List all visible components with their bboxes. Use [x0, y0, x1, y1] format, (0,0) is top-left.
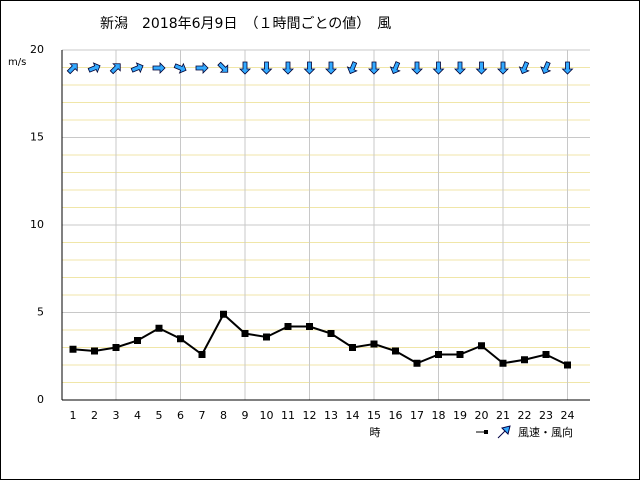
direction-arrow	[260, 61, 273, 75]
x-tick-label: 14	[346, 409, 360, 422]
direction-arrow	[475, 61, 488, 75]
x-tick-label: 16	[389, 409, 403, 422]
y-tick-label: 10	[30, 218, 44, 231]
speed-marker	[220, 310, 227, 318]
x-tick-label: 23	[539, 409, 553, 422]
speed-marker	[327, 330, 335, 337]
speed-marker	[564, 361, 571, 369]
direction-arrow	[282, 61, 294, 75]
x-tick-label: 13	[324, 409, 338, 422]
direction-arrow	[561, 61, 574, 75]
y-tick-label: 20	[30, 43, 44, 56]
direction-arrow	[325, 61, 337, 75]
legend-marker	[484, 430, 488, 434]
speed-marker	[155, 324, 163, 332]
speed-marker	[392, 347, 399, 355]
direction-arrow	[87, 62, 101, 74]
x-tick-label: 3	[113, 409, 120, 422]
direction-arrow	[109, 63, 121, 75]
x-tick-label: 2	[91, 409, 98, 422]
direction-arrow	[239, 61, 251, 75]
chart-title: 新潟 2018年6月9日 （１時間ごとの値） 風	[100, 16, 391, 32]
x-tick-label: 19	[453, 409, 467, 422]
legend-arrow	[497, 425, 511, 439]
legend: 風速・風向	[476, 425, 573, 439]
x-tick-label: 6	[177, 409, 184, 422]
speed-marker	[521, 356, 528, 364]
direction-arrow	[389, 61, 401, 75]
direction-arrow	[346, 61, 358, 75]
y-unit: m/s	[8, 57, 26, 68]
legend-label: 風速・風向	[518, 425, 573, 439]
direction-arrow	[303, 61, 316, 75]
speed-marker	[413, 359, 421, 367]
speed-line	[72, 312, 568, 366]
direction-arrow	[411, 61, 423, 75]
x-axis-label: 時	[370, 426, 381, 439]
x-tick-label: 10	[260, 409, 274, 422]
x-tick-label: 7	[199, 409, 206, 422]
x-tick-label: 12	[303, 409, 317, 422]
x-tick-label: 15	[367, 409, 381, 422]
x-tick-label: 17	[410, 409, 424, 422]
speed-marker	[499, 359, 507, 367]
direction-arrow	[368, 61, 380, 75]
speed-marker	[284, 323, 292, 330]
x-tick-label: 24	[561, 409, 575, 422]
speed-marker	[478, 342, 485, 350]
speed-marker	[91, 347, 98, 355]
x-tick-label: 1	[70, 409, 77, 422]
speed-marker	[263, 333, 270, 341]
x-tick-label: 18	[432, 409, 446, 422]
x-tick-label: 20	[475, 409, 489, 422]
speed-marker	[456, 351, 464, 358]
speed-marker	[177, 335, 184, 343]
speed-marker	[241, 330, 249, 337]
direction-arrow	[66, 63, 78, 75]
direction-arrow	[173, 62, 187, 74]
x-tick-label: 9	[242, 409, 249, 422]
direction-arrow	[454, 61, 466, 75]
direction-arrow	[217, 61, 229, 73]
direction-arrow	[130, 62, 144, 74]
speed-marker	[112, 344, 120, 351]
x-tick-label: 22	[518, 409, 532, 422]
speed-marker	[542, 351, 550, 358]
speed-marker	[306, 323, 313, 330]
speed-marker	[198, 351, 206, 358]
direction-arrow	[152, 62, 166, 74]
direction-arrow	[518, 61, 530, 75]
speed-marker	[134, 337, 141, 344]
y-tick-label: 5	[37, 306, 44, 319]
speed-marker	[349, 344, 356, 351]
x-tick-label: 11	[281, 409, 295, 422]
direction-arrow	[195, 62, 209, 74]
x-tick-label: 21	[496, 409, 510, 422]
x-tick-label: 8	[220, 409, 227, 422]
direction-arrow	[497, 61, 509, 75]
y-tick-label: 15	[30, 131, 44, 144]
speed-marker	[69, 345, 77, 353]
speed-marker	[435, 351, 442, 358]
x-tick-label: 5	[156, 409, 163, 422]
direction-arrow	[432, 61, 445, 75]
direction-arrow	[540, 61, 552, 75]
x-tick-label: 4	[134, 409, 141, 422]
y-tick-label: 0	[37, 393, 44, 406]
speed-marker	[370, 340, 378, 348]
